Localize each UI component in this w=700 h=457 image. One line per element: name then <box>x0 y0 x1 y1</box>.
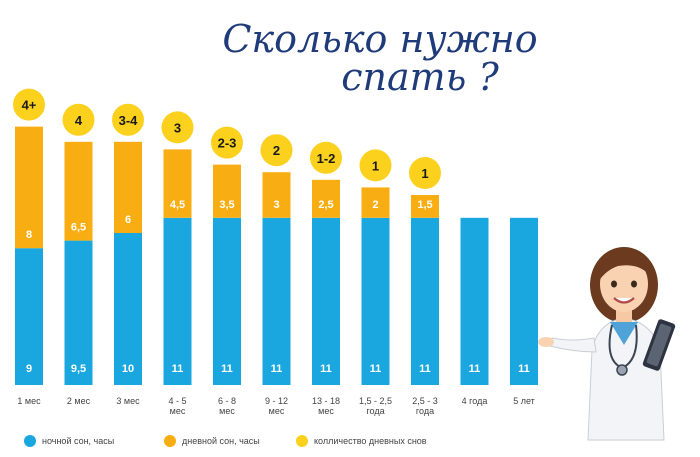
category-label: года <box>416 406 434 416</box>
naps-count-label: 1 <box>372 158 379 173</box>
legend-label: дневной сон, часы <box>182 436 260 446</box>
night-value-label: 11 <box>271 363 283 375</box>
doctor-illustration <box>538 247 676 441</box>
bar-night <box>460 217 489 385</box>
night-value-label: 11 <box>172 363 184 375</box>
day-value-label: 3 <box>273 199 279 211</box>
night-value-label: 10 <box>122 363 134 375</box>
naps-count-label: 1 <box>421 166 428 181</box>
night-value-label: 11 <box>469 363 481 375</box>
naps-badge <box>211 126 243 159</box>
naps-count-label: 1-2 <box>317 151 336 166</box>
bar-night <box>510 217 538 385</box>
category-label: мес <box>170 406 186 416</box>
bar-day <box>163 149 192 218</box>
bar-night <box>163 217 192 385</box>
day-value-label: 1,5 <box>417 199 432 211</box>
naps-badge <box>112 103 144 136</box>
day-value-label: 2 <box>372 199 378 211</box>
bar-day <box>361 187 390 218</box>
category-label: 1,5 - 2,5 <box>359 396 392 406</box>
legend-label: колличество дневных снов <box>314 436 427 446</box>
category-label: мес <box>219 406 235 416</box>
bar-day <box>114 141 142 233</box>
legend-swatch <box>24 435 36 447</box>
naps-badge <box>310 141 342 174</box>
category-label: 5 лет <box>513 396 535 406</box>
bar-day <box>312 179 340 218</box>
bar-night <box>312 217 340 385</box>
category-label: 2,5 - 3 <box>412 396 438 406</box>
category-label: 9 - 12 <box>265 396 288 406</box>
category-label: 6 - 8 <box>218 396 236 406</box>
bar-night <box>15 248 43 385</box>
bar-night <box>114 233 142 385</box>
night-value-label: 9 <box>26 363 32 375</box>
legend-swatch <box>296 435 308 447</box>
category-label: 4 - 5 <box>168 396 186 406</box>
category-label: 4 года <box>462 396 488 406</box>
naps-badge <box>409 157 441 189</box>
category-label: 1 мес <box>17 396 41 406</box>
bar-day <box>262 172 291 218</box>
night-value-label: 11 <box>320 363 332 375</box>
category-label: 13 - 18 <box>312 396 340 406</box>
naps-badge <box>13 88 45 121</box>
category-label: мес <box>269 406 285 416</box>
bar-night <box>262 217 291 385</box>
naps-count-label: 2 <box>273 143 280 158</box>
naps-count-label: 3 <box>174 120 181 135</box>
bar-day <box>213 164 241 218</box>
naps-badge <box>62 103 95 136</box>
naps-badge <box>359 149 392 182</box>
bar-day <box>15 126 43 249</box>
bar-day <box>64 141 93 241</box>
day-value-label: 6 <box>125 214 131 226</box>
naps-badge <box>260 134 293 167</box>
category-label: 3 мес <box>116 396 140 406</box>
chart-title-line2: спать ? <box>341 55 499 99</box>
bar-night <box>64 240 93 385</box>
naps-count-label: 3-4 <box>119 113 139 128</box>
naps-badge <box>161 111 194 144</box>
naps-count-label: 2-3 <box>218 136 237 151</box>
chart-title-line1: Сколько нужно <box>222 17 537 61</box>
legend-swatch <box>164 435 176 447</box>
category-label: 2 мес <box>67 396 91 406</box>
naps-count-label: 4 <box>75 113 83 128</box>
night-value-label: 9,5 <box>71 363 86 375</box>
night-value-label: 11 <box>518 363 530 375</box>
bar-day <box>411 195 439 218</box>
day-value-label: 3,5 <box>219 199 234 211</box>
day-value-label: 6,5 <box>71 222 86 234</box>
naps-count-label: 4+ <box>22 98 37 113</box>
legend: ночной сон, часы дневной сон, часы колличе… <box>24 435 427 447</box>
bar-night <box>411 217 439 385</box>
day-value-label: 8 <box>26 229 32 241</box>
night-value-label: 11 <box>370 363 382 375</box>
bar-night <box>361 217 390 385</box>
category-label: года <box>366 406 384 416</box>
day-value-label: 2,5 <box>318 199 333 211</box>
category-label: мес <box>318 406 334 416</box>
night-value-label: 11 <box>419 363 431 375</box>
legend-label: ночной сон, часы <box>42 436 114 446</box>
bar-night <box>213 217 241 385</box>
day-value-label: 4,5 <box>170 199 185 211</box>
night-value-label: 11 <box>221 363 233 375</box>
